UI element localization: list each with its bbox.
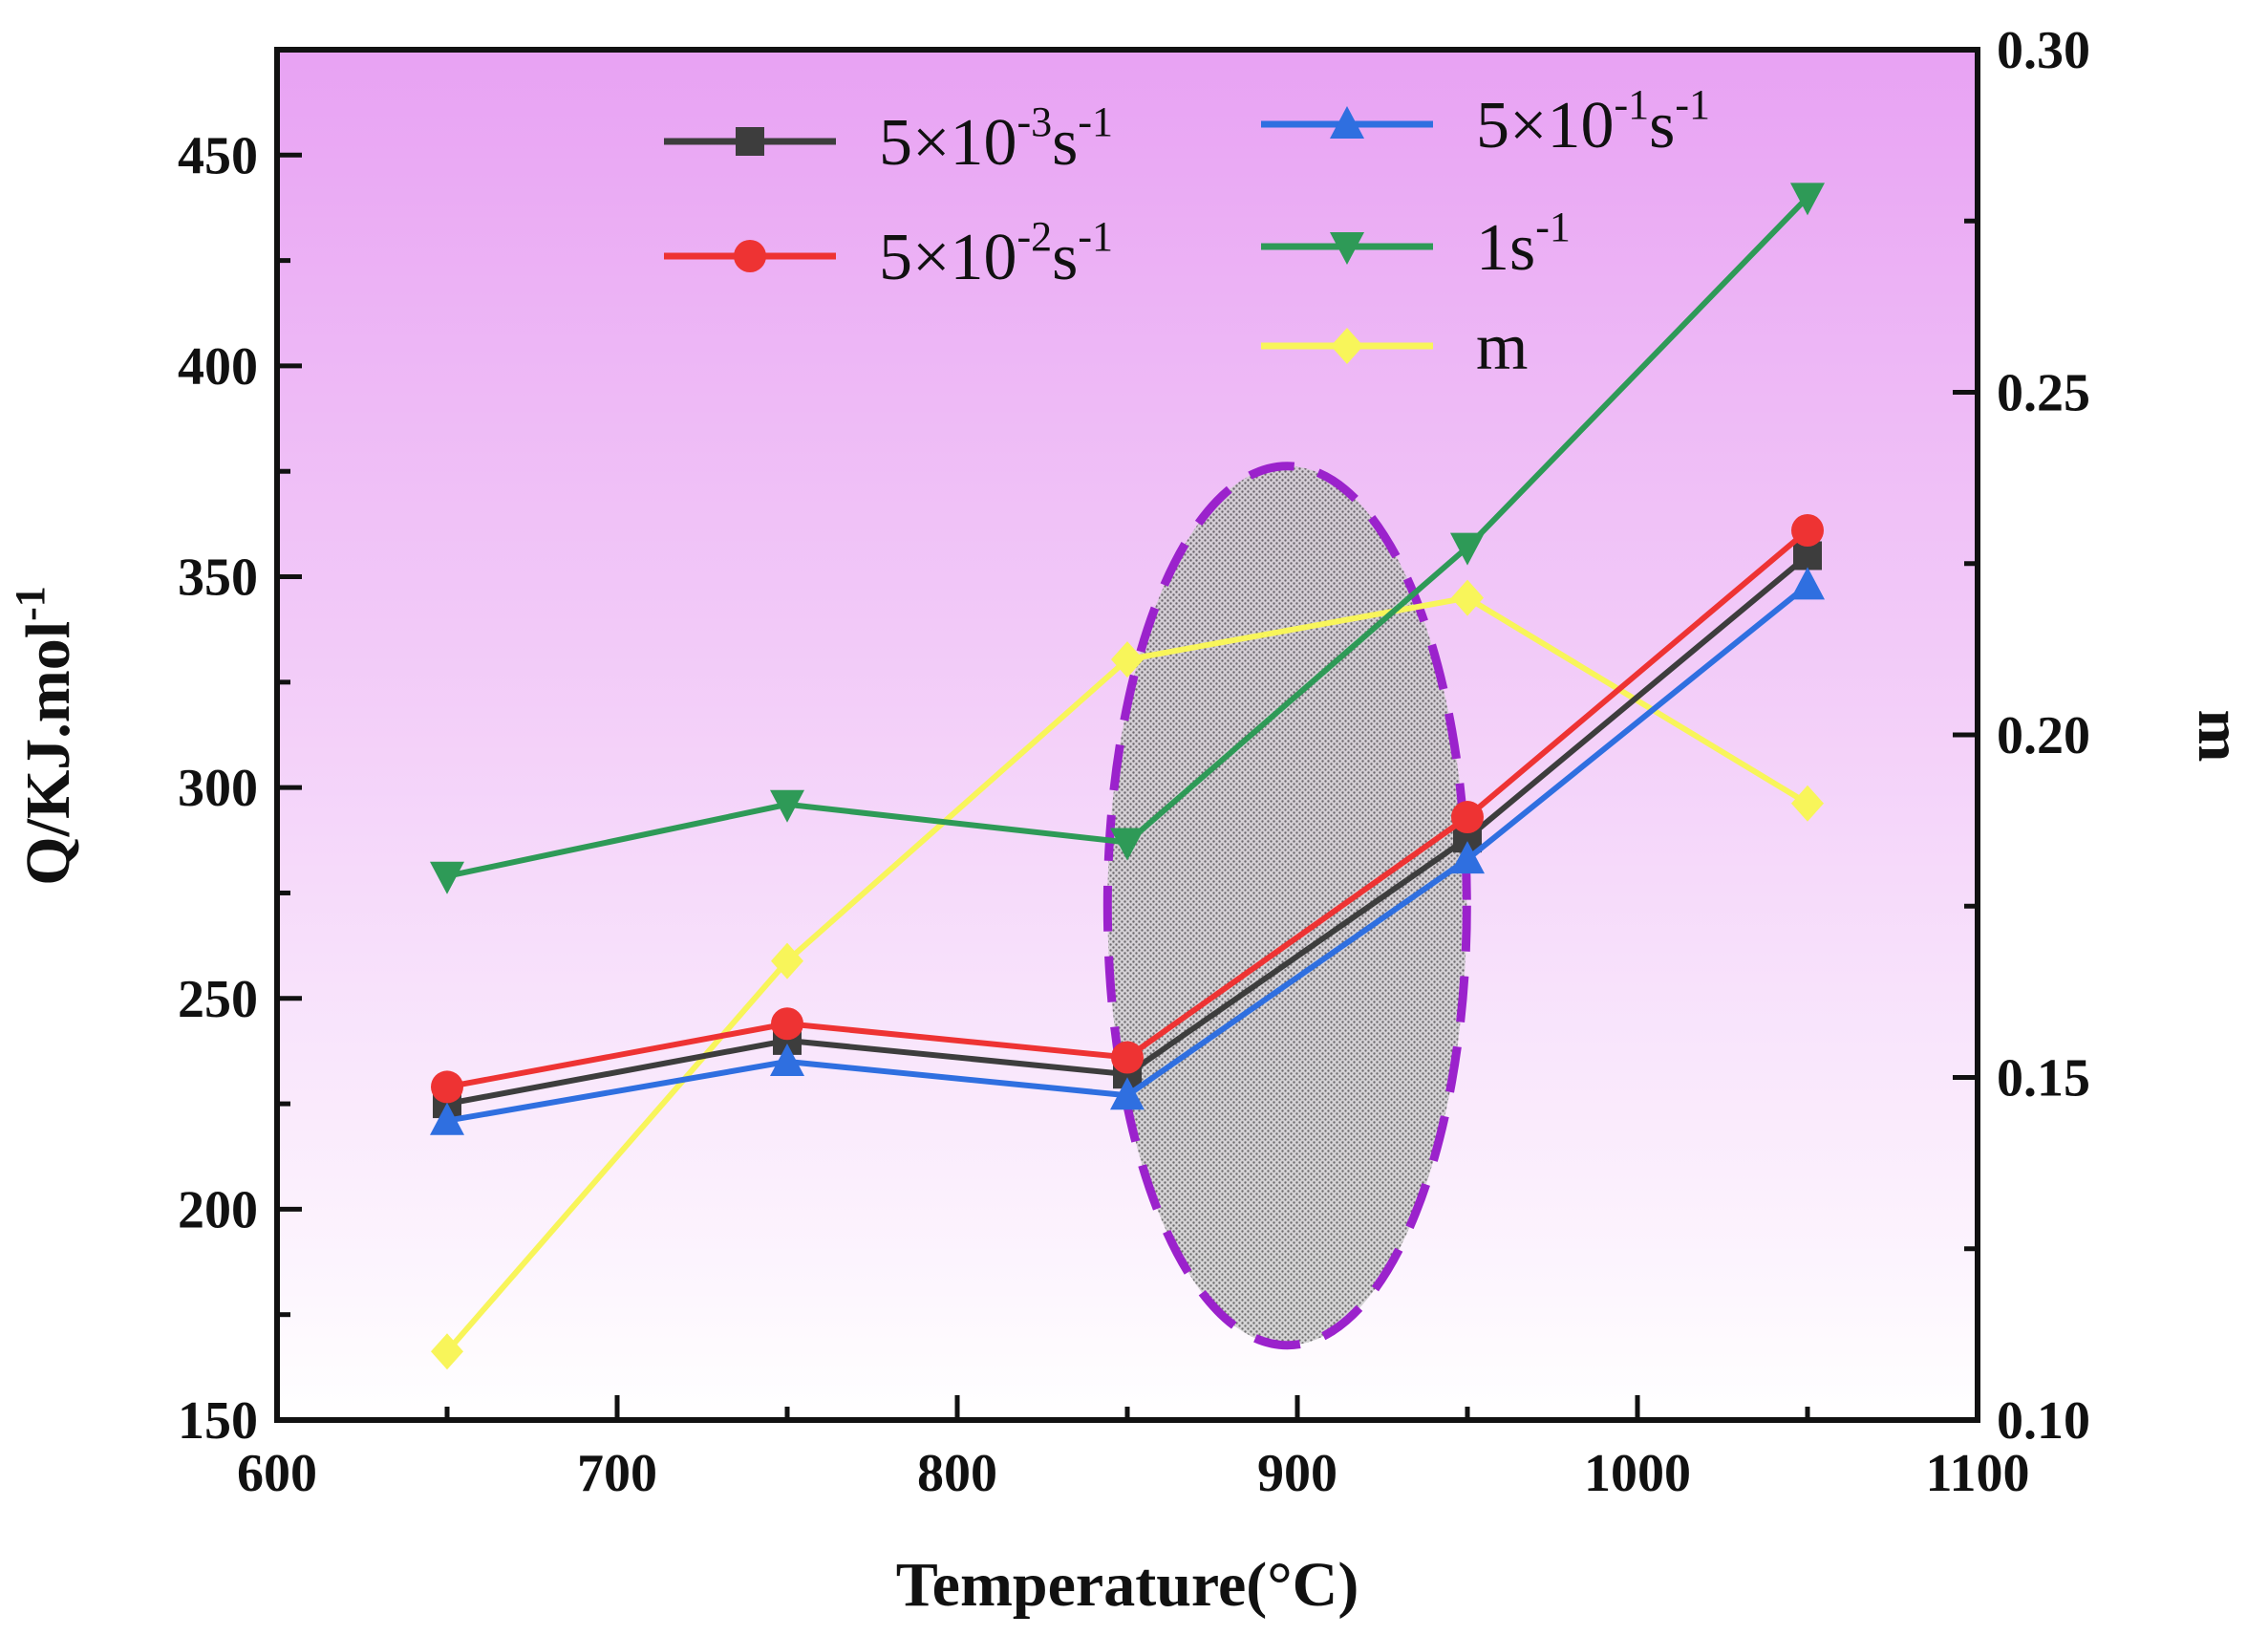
legend-swatch-marker: [1330, 106, 1364, 139]
y-axis-right-title: m: [2185, 710, 2255, 763]
legend-swatch-marker: [734, 240, 766, 272]
data-point: [1451, 801, 1484, 834]
y-axis-left-title: Q/KJ.mol-1: [7, 586, 83, 885]
y-left-tick-label: 400: [178, 337, 258, 397]
annotation-ellipse: [1102, 462, 1471, 1350]
data-point: [770, 789, 804, 823]
data-point: [1450, 532, 1485, 566]
series-1: [431, 514, 1824, 1104]
legend-swatch-marker: [1331, 328, 1363, 364]
data-point: [1791, 514, 1824, 548]
legend-label: 1s-1: [1476, 204, 1571, 285]
series-3: [430, 183, 1825, 894]
data-point: [431, 1070, 463, 1104]
data-point: [1451, 579, 1484, 616]
data-point: [1111, 1041, 1144, 1074]
data-point: [1450, 841, 1485, 874]
data-point: [431, 1333, 463, 1370]
legend-label: 5×10-1s-1: [1476, 81, 1710, 162]
y-right-tick-label: 0.20: [1997, 706, 2090, 765]
series-2: [430, 567, 1825, 1135]
data-point: [1111, 641, 1144, 678]
legend-item: 1s-1: [1261, 204, 1571, 285]
legend-item: 5×10-1s-1: [1261, 81, 1710, 162]
y-left-tick-label: 250: [178, 970, 258, 1029]
data-point: [770, 1043, 804, 1076]
data-point: [1110, 828, 1145, 861]
x-tick-label: 1000: [1584, 1444, 1691, 1503]
series-layer: [430, 183, 1825, 1370]
data-point: [430, 1102, 464, 1135]
y-left-tick-label: 350: [178, 549, 258, 608]
y-left-tick-label: 300: [178, 759, 258, 818]
legend-swatch-marker: [1330, 232, 1364, 265]
legend-item: 5×10-3s-1: [664, 98, 1113, 180]
x-tick-label: 600: [237, 1444, 317, 1503]
x-tick-label: 900: [1257, 1444, 1337, 1503]
x-tick-label: 800: [917, 1444, 997, 1503]
data-point: [771, 1007, 803, 1041]
y-right-tick-label: 0.30: [1997, 21, 2090, 80]
data-point: [1110, 1077, 1145, 1110]
y-right-tick-label: 0.15: [1997, 1049, 2090, 1109]
legend-label: 5×10-2s-1: [879, 213, 1113, 294]
x-axis-title: Temperature(°C): [896, 1550, 1359, 1620]
legend: 5×10-3s-1 5×10-2s-1 5×10-1s-1 1s-1 m: [664, 81, 1710, 384]
axis-layer: 600 700 800 900 1000 1100 150 200 250 300 350 400 45…: [178, 21, 2090, 1503]
x-tick-label: 700: [577, 1444, 657, 1503]
annotation-layer: [1102, 462, 1471, 1350]
series-4: [431, 579, 1824, 1370]
y-right-tick-label: 0.25: [1997, 364, 2090, 423]
legend-label: m: [1476, 311, 1528, 384]
data-point: [1790, 567, 1825, 600]
legend-swatch-marker: [736, 127, 764, 156]
legend-item: 5×10-2s-1: [664, 213, 1113, 294]
y-left-tick-label: 450: [178, 126, 258, 185]
legend-label: 5×10-3s-1: [879, 98, 1113, 180]
data-point: [771, 942, 803, 979]
data-point: [430, 861, 464, 894]
x-tick-label: 1100: [1926, 1444, 2030, 1503]
data-point: [1790, 183, 1825, 216]
y-right-tick-label: 0.10: [1997, 1391, 2090, 1451]
data-point: [1791, 785, 1824, 822]
legend-item: m: [1261, 311, 1528, 384]
y-left-tick-label: 150: [178, 1391, 258, 1451]
y-left-tick-label: 200: [178, 1180, 258, 1239]
